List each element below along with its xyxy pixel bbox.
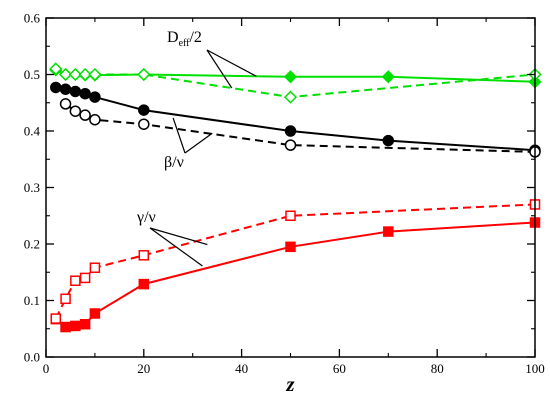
series-2-point-5 bbox=[138, 104, 150, 116]
series-1-point-0 bbox=[49, 62, 63, 76]
x-tick-label-3: 60 bbox=[333, 361, 346, 376]
series-4-point-2 bbox=[70, 320, 81, 332]
series-1-point-4 bbox=[88, 67, 102, 82]
x-tick-label-2: 40 bbox=[235, 361, 248, 376]
series-2-point-3 bbox=[79, 87, 91, 100]
series-0 bbox=[49, 63, 542, 89]
axes-layer: 0 20 40 60 80 100 0.0 0.1 0.2 0.3 0.4 0.5 0.6 z bbox=[24, 11, 545, 397]
series-3-point-5 bbox=[284, 139, 297, 151]
series-0-point-6 bbox=[283, 70, 298, 84]
series-2-point-4 bbox=[89, 91, 101, 103]
series-5-point-6 bbox=[285, 210, 296, 221]
series-1-line bbox=[55, 67, 536, 99]
series-5-point-2 bbox=[70, 275, 81, 286]
series-5-point-5 bbox=[138, 250, 150, 261]
series-1-point-3 bbox=[78, 67, 92, 82]
annotation-beta-pointer-solid bbox=[172, 117, 186, 154]
series-3-point-3 bbox=[89, 113, 101, 126]
x-tick-label-4: 80 bbox=[431, 361, 444, 376]
y-tick-label-5: 0.5 bbox=[24, 67, 40, 82]
annotation-gamma-pointer-solid bbox=[149, 227, 203, 267]
series-1-point-5 bbox=[137, 67, 151, 82]
annotation-gamma-label: γ/ν bbox=[136, 209, 156, 226]
y-tick-label-6: 0.6 bbox=[24, 11, 41, 26]
series-5-point-4 bbox=[89, 262, 101, 273]
series-2-point-7 bbox=[382, 134, 395, 147]
series-1-point-2 bbox=[68, 67, 82, 82]
y-tick-label-1: 0.1 bbox=[24, 293, 40, 308]
series-2-point-2 bbox=[69, 85, 82, 98]
annotation-deff-label: Deff/2 bbox=[167, 29, 202, 49]
y-tick-label-3: 0.3 bbox=[24, 180, 40, 195]
annotation-deff-pointer-dashed bbox=[206, 49, 233, 89]
series-3-point-4 bbox=[138, 118, 150, 130]
series-4-point-4 bbox=[89, 308, 101, 319]
marks-layer bbox=[49, 62, 542, 333]
series-4-point-3 bbox=[79, 318, 91, 330]
series-3 bbox=[59, 98, 541, 158]
series-2-point-1 bbox=[59, 83, 72, 95]
series-4-line bbox=[55, 221, 536, 329]
annotation-deff-pointer-solid bbox=[206, 49, 257, 77]
series-4-point-5 bbox=[138, 278, 150, 290]
series-4-point-1 bbox=[60, 321, 71, 333]
series-1-point-6 bbox=[283, 90, 298, 104]
x-tick-label-1: 20 bbox=[137, 361, 150, 376]
series-0-point-7 bbox=[381, 70, 395, 84]
plot-frame bbox=[45, 17, 536, 358]
series-2-point-0 bbox=[50, 81, 62, 94]
series-1 bbox=[49, 62, 542, 104]
annotations-layer: Deff/2 β/ν γ/ν bbox=[136, 29, 257, 267]
x-tick-label-5: 100 bbox=[525, 361, 545, 376]
series-1-point-1 bbox=[58, 67, 73, 82]
series-5-point-0 bbox=[50, 313, 62, 324]
series-4 bbox=[50, 217, 541, 333]
series-4-point-6 bbox=[285, 241, 296, 253]
series-3-point-0 bbox=[59, 98, 72, 110]
series-4-point-7 bbox=[383, 226, 394, 237]
x-axis-label: z bbox=[285, 372, 295, 396]
annotation-gamma-pointer-dashed bbox=[149, 227, 208, 246]
series-3-point-2 bbox=[79, 109, 91, 121]
y-tick-label-4: 0.4 bbox=[24, 124, 41, 139]
series-5-point-3 bbox=[79, 272, 91, 284]
y-tick-label-2: 0.2 bbox=[24, 237, 40, 252]
series-2-point-6 bbox=[284, 125, 297, 137]
y-tick-label-0: 0.0 bbox=[24, 350, 40, 365]
series-5-line bbox=[54, 203, 536, 320]
annotation-beta-pointer-dashed bbox=[184, 132, 213, 154]
series-5-point-1 bbox=[60, 293, 71, 305]
x-tick-label-0: 0 bbox=[43, 361, 50, 376]
series-5 bbox=[50, 199, 541, 324]
annotation-beta-label: β/ν bbox=[164, 154, 184, 171]
series-3-point-1 bbox=[69, 105, 82, 117]
